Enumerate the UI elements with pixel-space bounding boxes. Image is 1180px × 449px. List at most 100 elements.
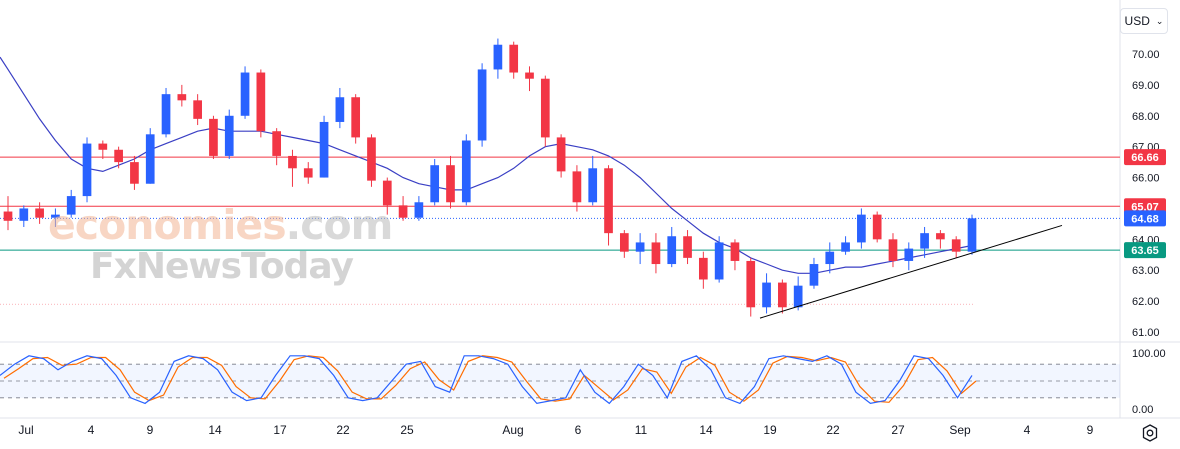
candle-body xyxy=(667,236,677,265)
candle-body xyxy=(272,131,282,156)
candle-body xyxy=(809,264,819,286)
trendline xyxy=(759,224,1063,319)
candle-body xyxy=(556,137,566,172)
candle-body xyxy=(303,168,313,178)
price-tick-label: 63.00 xyxy=(1132,265,1160,277)
candle-body xyxy=(746,260,756,308)
candle-body xyxy=(382,180,392,206)
price-level-label: 63.65 xyxy=(1131,245,1159,257)
candle-body xyxy=(951,239,961,252)
candle-body xyxy=(778,282,787,308)
candle-body xyxy=(82,143,92,197)
stochastic-k-line xyxy=(0,355,973,405)
candle-body xyxy=(477,69,487,141)
candle-body xyxy=(145,134,155,184)
price-tick-label: 61.00 xyxy=(1132,327,1160,339)
candle-body xyxy=(240,72,250,116)
watermark-economies: economies.com xyxy=(48,201,393,249)
candle-body xyxy=(319,121,329,178)
time-tick-label: 27 xyxy=(891,423,905,437)
price-level-label: 66.66 xyxy=(1131,152,1159,164)
currency-label: USD xyxy=(1124,14,1150,28)
candle-body xyxy=(351,97,361,138)
price-level-label: 65.07 xyxy=(1131,201,1159,213)
price-tick-label: 62.00 xyxy=(1132,296,1160,308)
candle-body xyxy=(888,239,898,261)
candle-body xyxy=(19,208,29,221)
time-tick-label: 9 xyxy=(147,423,154,437)
candle-body xyxy=(588,168,598,203)
candle-body xyxy=(177,94,187,101)
stochastic-tick-label: 100.00 xyxy=(1132,348,1166,360)
moving-average-line xyxy=(0,56,973,274)
candle-body xyxy=(35,208,44,218)
price-level-label-bg xyxy=(1124,210,1166,227)
candle-body xyxy=(209,118,218,156)
time-tick-label: 17 xyxy=(273,423,287,437)
candle-body xyxy=(872,214,882,240)
time-tick-label: 4 xyxy=(88,423,95,437)
candle-body xyxy=(98,143,108,150)
price-level-label-bg xyxy=(1124,149,1166,166)
price-tick-label: 68.00 xyxy=(1132,111,1160,123)
price-tick-label: 66.00 xyxy=(1132,173,1160,185)
chevron-down-icon: ⌄ xyxy=(1155,15,1164,26)
candle-body xyxy=(161,94,171,135)
candle-body xyxy=(398,205,408,218)
candle-body xyxy=(288,155,297,169)
time-tick-label: Jul xyxy=(18,423,33,437)
candle-body xyxy=(367,137,376,181)
price-tick-label: 69.00 xyxy=(1132,80,1160,92)
candle-body xyxy=(635,242,645,252)
candle-body xyxy=(683,236,692,258)
candle-body xyxy=(904,248,914,261)
gear-icon[interactable] xyxy=(1140,423,1160,443)
time-tick-label: 6 xyxy=(575,423,582,437)
time-tick-label: 9 xyxy=(1087,423,1094,437)
candle-body xyxy=(762,282,771,308)
time-tick-label: Sep xyxy=(949,423,971,437)
time-tick-label: 19 xyxy=(763,423,777,437)
candle-body xyxy=(857,214,866,243)
candle-body xyxy=(967,218,977,252)
candle-body xyxy=(920,233,929,249)
currency-selector[interactable]: USD ⌄ xyxy=(1120,8,1168,34)
candle-body xyxy=(493,44,503,70)
candle-body xyxy=(130,162,139,184)
candle-body xyxy=(51,214,60,218)
candle-body xyxy=(936,233,945,240)
candle-body xyxy=(461,140,471,203)
candle-body xyxy=(841,242,850,252)
candle-body xyxy=(3,211,13,221)
price-level-label-bg xyxy=(1124,242,1166,259)
time-tick-label: 22 xyxy=(826,423,840,437)
time-tick-label: 22 xyxy=(336,423,350,437)
candle-body xyxy=(714,242,724,280)
stochastic-tick-label: 0.00 xyxy=(1132,404,1153,416)
candle-body xyxy=(540,78,550,138)
time-tick-label: 14 xyxy=(699,423,713,437)
time-tick-label: 25 xyxy=(400,423,414,437)
time-tick-label: 11 xyxy=(635,423,648,437)
candle-body xyxy=(66,196,76,215)
candle-body xyxy=(572,171,582,203)
watermark-fxnewstoday: FxNewsToday xyxy=(90,246,354,287)
candle-body xyxy=(193,100,202,119)
candle-body xyxy=(525,72,534,79)
candle-body xyxy=(509,44,519,73)
time-tick-label: Aug xyxy=(502,423,523,437)
candle-body xyxy=(430,165,440,203)
candle-body xyxy=(414,202,424,218)
candle-body xyxy=(604,168,613,234)
candle-body xyxy=(446,165,455,203)
candle-body xyxy=(256,72,266,132)
candle-body xyxy=(335,97,345,122)
candle-body xyxy=(114,149,123,163)
candle-body xyxy=(793,285,803,308)
candle-body xyxy=(224,115,234,156)
price-level-label: 64.68 xyxy=(1131,213,1159,225)
price-level-label-bg xyxy=(1124,198,1166,215)
candle-body xyxy=(698,257,708,280)
candle-body xyxy=(730,242,740,261)
